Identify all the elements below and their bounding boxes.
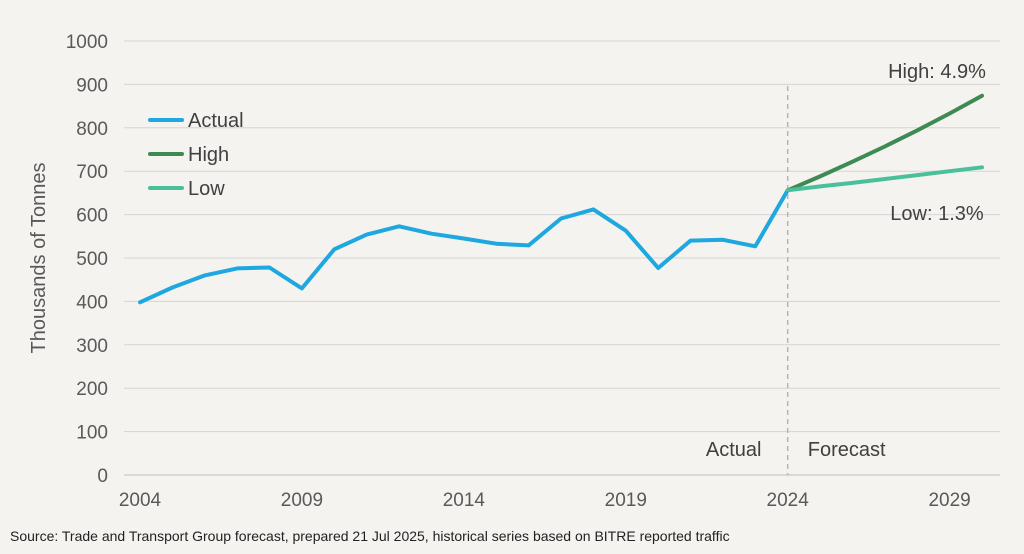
low-growth-annotation: Low: 1.3%: [890, 203, 984, 225]
legend-label-actual: Actual: [188, 110, 244, 132]
y-tick-label: 1000: [66, 32, 108, 53]
series-lines: [138, 93, 984, 305]
x-tick-label: 2014: [443, 490, 486, 511]
series-line-low: [785, 165, 984, 193]
high-growth-annotation: High: 4.9%: [888, 61, 986, 83]
y-tick-label: 600: [76, 206, 108, 227]
gridlines: [124, 40, 1000, 433]
x-tick-label: 2019: [605, 490, 647, 511]
x-tick-label: 2029: [928, 490, 970, 511]
series-line-high: [785, 93, 984, 193]
y-tick-label: 900: [76, 75, 108, 96]
y-tick-label: 200: [76, 379, 108, 400]
x-tick-label: 2009: [281, 490, 323, 511]
x-tick-label: 2004: [119, 490, 162, 511]
y-tick-label: 500: [76, 249, 108, 270]
y-tick-label: 0: [97, 466, 108, 487]
source-note: Source: Trade and Transport Group foreca…: [10, 528, 730, 544]
legend-label-low: Low: [188, 178, 225, 200]
actual-period-label: Actual: [706, 439, 762, 461]
y-tick-label: 700: [76, 162, 108, 183]
y-tick-label: 800: [76, 119, 108, 140]
y-tick-label: 400: [76, 292, 108, 313]
legend: Actual High Low: [148, 110, 244, 200]
x-tick-labels: 2004 2009 2014 2019 2024 2029: [119, 490, 971, 511]
y-axis-title: Thousands of Tonnes: [28, 163, 50, 354]
legend-label-high: High: [188, 144, 229, 166]
x-tick-label: 2024: [767, 490, 810, 511]
y-tick-label: 100: [76, 423, 108, 444]
forecast-period-label: Forecast: [808, 439, 886, 461]
y-tick-label: 300: [76, 336, 108, 357]
y-tick-labels: 0 100 200 300 400 500 600 700 800 900 1000: [66, 32, 108, 487]
series-line-actual: [138, 188, 790, 305]
